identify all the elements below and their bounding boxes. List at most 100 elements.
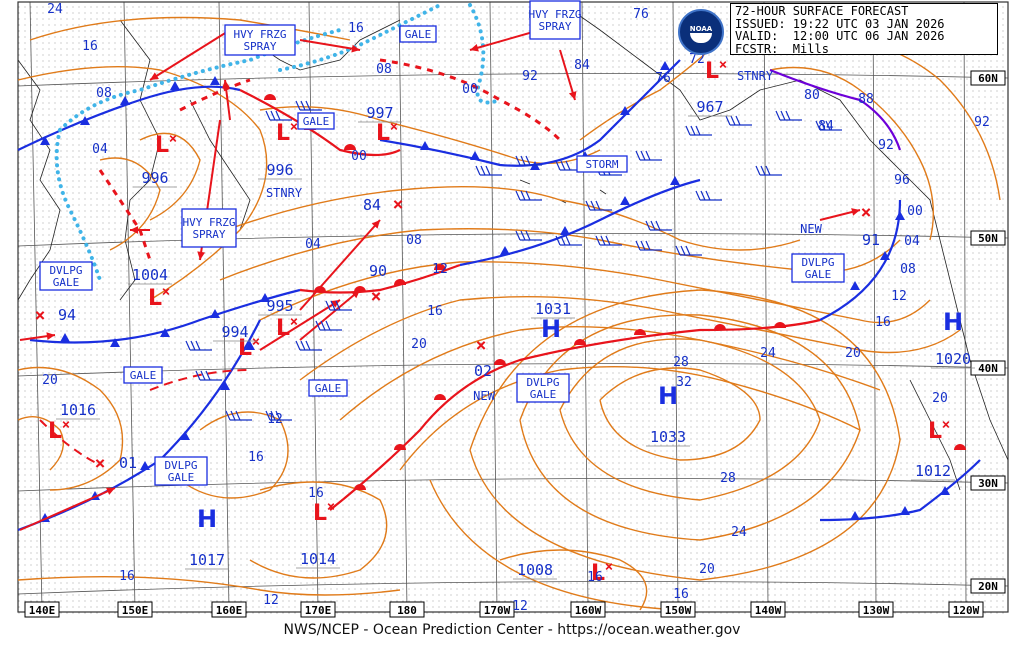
cold-front-triangle	[160, 328, 170, 337]
isobar-label: 16	[308, 486, 324, 501]
forecast-position-mark: ×	[861, 202, 872, 223]
cold-front	[29, 288, 301, 344]
isobar-label: 08	[900, 262, 916, 277]
warning-label: DVLPG	[49, 264, 82, 277]
central-pressure: 994	[221, 323, 248, 341]
warning-box	[297, 112, 335, 130]
low-pressure-symbol: L	[591, 561, 605, 586]
warm-front-semicircle	[574, 339, 586, 345]
wind-barb	[265, 110, 292, 121]
isobar	[259, 261, 931, 324]
low-pressure-symbol: L	[48, 419, 62, 444]
meridian-line	[581, 1, 589, 611]
wind-barb	[475, 165, 502, 176]
parallel-line	[17, 581, 1009, 595]
wind-barb	[595, 235, 622, 246]
wind-barb	[675, 245, 702, 256]
isobar-label: 12	[432, 262, 448, 277]
central-pressure: 995	[266, 297, 293, 315]
isobar	[599, 367, 761, 461]
warm-front-semicircle	[344, 144, 356, 150]
cold-front-triangle	[210, 76, 220, 85]
warning-label: STORM	[585, 158, 618, 171]
storm-track-arrowhead	[351, 44, 360, 53]
longitude-label: 160W	[575, 604, 602, 617]
forecast-position-value: 94	[58, 306, 76, 324]
cold-front-triangle	[620, 106, 630, 115]
coastline	[249, 19, 401, 71]
high-pressure-symbol: H	[541, 315, 561, 343]
warning-box	[39, 261, 93, 291]
cold-front	[459, 178, 701, 267]
storm-track-arrowhead	[568, 91, 577, 100]
storm-track-arrowhead	[371, 220, 380, 229]
warning-label: GALE	[53, 276, 80, 289]
isobar-label: 96	[894, 173, 910, 188]
front-annotation: STNRY	[266, 186, 303, 200]
warning-label: GALE	[805, 268, 832, 281]
cold-front-triangle	[880, 251, 890, 260]
low-pressure-symbol: L	[148, 286, 162, 311]
warning-label: HVY FRZG	[183, 216, 236, 229]
freezing-spray-line	[379, 58, 562, 142]
wind-barb	[515, 190, 542, 201]
warning-label: GALE	[530, 388, 557, 401]
coastline	[17, 59, 61, 301]
longitude-label: 170E	[305, 604, 332, 617]
latitude-label-box	[970, 475, 1006, 491]
low-center-mark: ×	[390, 119, 398, 135]
isobar	[29, 16, 351, 41]
storm-track-arrowhead	[851, 208, 860, 216]
low-pressure-symbol: L	[276, 316, 290, 341]
cold-front-triangle	[470, 151, 480, 160]
cold-front-triangle	[560, 226, 570, 235]
wind-barb	[295, 100, 322, 111]
wind-barb	[635, 150, 662, 161]
central-pressure: 1004	[132, 266, 168, 284]
isobar-layer	[17, 16, 1001, 611]
isobar-label: 88	[858, 92, 874, 107]
meridian-line	[963, 1, 967, 611]
cold-front-triangle	[110, 338, 120, 347]
longitude-label-box	[479, 601, 515, 618]
storm-track-arrow	[259, 299, 341, 351]
warm-front-semicircle	[394, 444, 406, 450]
wind-barb-layer	[185, 100, 842, 421]
central-pressure: 1033	[650, 428, 686, 446]
cold-front-triangle	[420, 141, 430, 150]
isobar-label: 20	[411, 337, 427, 352]
coastline	[189, 99, 251, 231]
low-center-mark: ×	[252, 334, 260, 350]
isobar-label: 12	[267, 412, 283, 427]
coastline	[559, 1, 1009, 461]
isobar	[139, 132, 201, 221]
wind-barb	[685, 125, 712, 136]
isobar	[199, 185, 801, 251]
forecast-position-value: 91	[862, 231, 880, 249]
low-pressure-symbol: L	[155, 133, 169, 158]
central-pressure: 1020	[935, 350, 971, 368]
warm-front-semicircle	[494, 359, 506, 365]
storm-track-arrow	[299, 219, 381, 311]
warning-box	[399, 25, 437, 43]
isobar	[179, 411, 289, 499]
low-pressure-symbol: L	[313, 501, 327, 526]
isobar	[339, 325, 881, 421]
central-pressure: 1008	[517, 561, 553, 579]
isobar-label: 24	[731, 525, 747, 540]
warning-box	[529, 0, 581, 40]
warning-label: DVLPG	[526, 376, 559, 389]
warm-front-semicircle	[954, 444, 966, 450]
warm-front-semicircle	[774, 322, 786, 328]
isobar-label: 20	[42, 373, 58, 388]
storm-track-arrow	[149, 29, 231, 81]
isobar-label: 12	[263, 593, 279, 608]
forecast-position-value: 90	[369, 262, 387, 280]
forecast-position-mark: ×	[371, 286, 382, 307]
wind-barb	[695, 190, 722, 201]
coastline-layer	[17, 1, 1009, 491]
forecast-position-mark: ×	[476, 335, 487, 356]
cold-front-triangle	[210, 309, 220, 318]
longitude-label-box	[570, 601, 606, 618]
isobar-label: 16	[587, 570, 603, 585]
